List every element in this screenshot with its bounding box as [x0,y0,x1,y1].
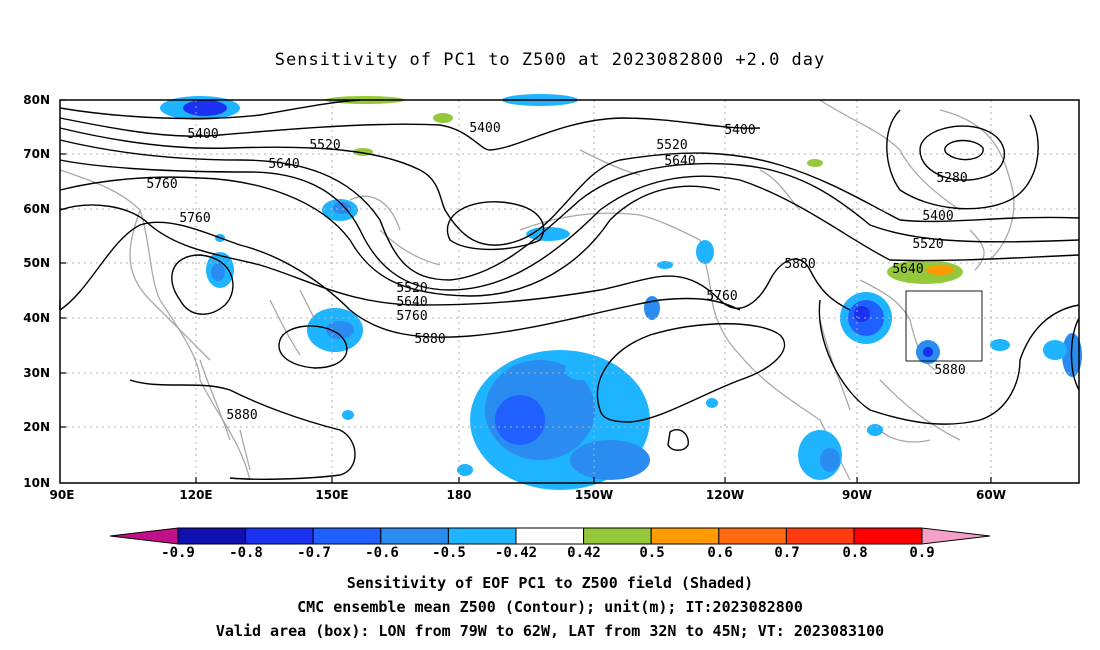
colorbar-high-end [921,527,991,545]
contour-label: 5400 [469,121,500,136]
colorbar-swatch [853,527,923,545]
z500-contours [59,99,1080,480]
grid-lines [60,100,1079,482]
contour-label: 5520 [912,237,943,252]
sensitivity-shading [160,94,1082,490]
contour-label: 5640 [892,262,923,277]
colorbar-swatch [583,527,652,545]
lat-label: 80N [23,93,50,107]
contour-label: 5640 [664,154,695,169]
map-frame [59,99,1080,484]
colorbar-label: 0.9 [909,545,934,561]
contour-label: 5400 [922,209,953,224]
latitude-labels: 80N 70N 60N 50N 40N 30N 20N 10N [23,93,50,490]
contour-label: 5880 [784,257,815,272]
caption-line-1: Sensitivity of EOF PC1 to Z500 field (Sh… [346,574,754,592]
colorbar-label: -0.42 [495,545,537,561]
lat-label: 40N [23,311,50,325]
colorbar-swatch [447,527,517,545]
colorbar-label: 0.8 [842,545,867,561]
lon-label: 150W [575,488,613,502]
colorbar-swatch [312,527,382,545]
lon-label: 90E [50,488,75,502]
contour-label: 5280 [936,171,967,186]
colorbar-swatch [245,527,314,545]
contour-label: 5760 [146,177,177,192]
colorbar [109,527,991,545]
lat-label: 60N [23,202,50,216]
lon-label: 90W [842,488,872,502]
colorbar-low-end [109,527,179,545]
lon-label: 120E [179,488,212,502]
colorbar-label: -0.8 [229,545,263,561]
colorbar-swatch [785,527,855,545]
lon-label: 150E [315,488,348,502]
colorbar-swatch [380,527,449,545]
colorbar-label: 0.7 [774,545,799,561]
contour-label: 5760 [396,309,427,324]
colorbar-labels: -0.9 -0.8 -0.7 -0.6 -0.5 -0.42 0.42 0.5 … [161,545,935,561]
caption-line-2: CMC ensemble mean Z500 (Contour); unit(m… [297,598,803,616]
contour-label: 5640 [396,295,427,310]
lon-label: 120W [706,488,744,502]
contour-label: 5880 [414,332,445,347]
colorbar-label: -0.5 [432,545,466,561]
colorbar-label: 0.42 [567,545,601,561]
contour-label: 5760 [706,289,737,304]
lat-label: 10N [23,476,50,490]
axis-ticks [60,99,992,483]
valid-area-box [905,290,983,362]
colorbar-label: -0.7 [297,545,331,561]
contour-label: 5520 [656,138,687,153]
contour-label: 5880 [934,363,965,378]
colorbar-swatch [718,527,787,545]
colorbar-label: 0.5 [639,545,664,561]
colorbar-label: -0.6 [365,545,399,561]
contour-label: 5400 [724,123,755,138]
lon-label: 180 [446,488,471,502]
longitude-labels: 90E 120E 150E 180 150W 120W 90W 60W [50,488,1006,502]
caption-line-3: Valid area (box): LON from 79W to 62W, L… [215,622,885,640]
contour-label: 5520 [396,281,427,296]
colorbar-label: 0.6 [707,545,732,561]
contour-label: 5640 [268,157,299,172]
contour-label: 5400 [187,127,218,142]
lat-label: 50N [23,256,50,270]
contour-label: 5520 [309,138,340,153]
colorbar-label: -0.9 [161,545,195,561]
contour-label: 5880 [226,408,257,423]
lat-label: 30N [23,366,50,380]
lat-label: 20N [23,420,50,434]
colorbar-swatch [650,527,720,545]
lat-label: 70N [23,147,50,161]
lon-label: 60W [976,488,1006,502]
map-title: Sensitivity of PC1 to Z500 at 2023082800… [274,50,826,70]
contour-label: 5760 [179,211,210,226]
colorbar-swatch [515,527,585,545]
colorbar-swatch [177,527,247,545]
